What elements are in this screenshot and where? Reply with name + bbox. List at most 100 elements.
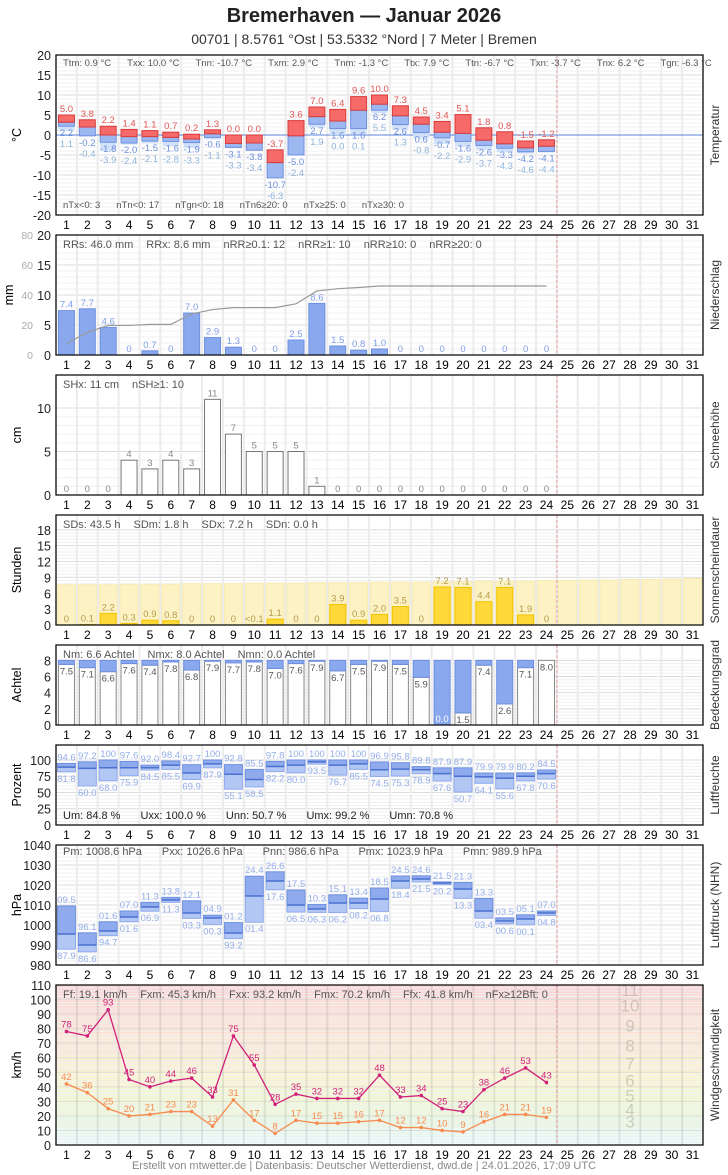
mean-label: 36 [82,1081,93,1092]
min-label: 82.2 [266,774,285,785]
lower-range-bar [453,775,473,793]
day-label: 14 [331,968,345,982]
mean-label: 21 [520,1102,531,1113]
precip-label: 0 [398,344,403,355]
max-label: 24.5 [391,865,410,876]
y-axis-title: km/h [10,1051,24,1078]
day-label: 5 [147,968,154,982]
ground-min-bar [121,143,138,145]
cloud-label: 7.9 [373,663,386,674]
day-label: 8 [209,728,216,742]
y2-tick-label: 0 [27,350,33,362]
sunshine-label: 0 [544,614,549,625]
day-label: 25 [561,1148,575,1162]
panel-side-label: Temperatur [708,105,722,166]
day-label: 9 [230,728,237,742]
stat-value: Ttn: -6.7 °C [465,58,515,69]
sunshine-label: 0.9 [352,609,365,620]
upper-range-bar [390,762,410,770]
sunshine-bar [433,586,451,626]
stat-value: nTgn<0: 18 [175,200,224,211]
tmax-bar [141,130,159,138]
day-label: 20 [456,628,470,642]
panel-frame [55,984,704,1146]
sunshine-bar [329,603,347,626]
max-label: 24.6 [412,865,431,876]
tmax-bar [433,120,451,133]
day-label: 8 [209,628,216,642]
sunshine-label: 1.1 [269,608,282,619]
mean-point [377,1118,382,1123]
min-label: 85.5 [162,771,181,782]
day-label: 17 [394,828,408,842]
day-label: 22 [498,358,512,372]
sunshine-label: 3.5 [394,595,407,606]
tmax-label: 3.4 [436,110,449,121]
upper-range-bar [77,932,97,946]
max-label: 15.1 [329,884,348,895]
day-label: 6 [167,728,174,742]
snow-stats-stats_top: SHx: 11 cm nSH≥1: 10 [63,379,184,392]
precip-label: 0 [126,344,131,355]
day-label: 23 [519,828,533,842]
tmin-label: -0.2 [79,138,95,149]
day-label: 18 [415,358,429,372]
day-label: 19 [435,1148,449,1162]
panel-frame [55,744,704,826]
clear-sky-bar [475,659,493,666]
tgn-label: -2.8 [163,154,179,165]
day-label: 22 [498,498,512,512]
day-label: 7 [188,498,195,512]
day-label: 5 [147,828,154,842]
day-label: 1 [63,828,70,842]
lower-range-bar [286,764,306,774]
upper-range-bar [98,921,118,932]
y-axis-title: mm [2,285,16,306]
day-label: 1 [63,498,70,512]
tmax-bar [99,125,117,136]
min-label: 60.0 [78,788,97,799]
max-label: 87.9 [433,757,452,768]
snow-bar [141,468,159,496]
tmax-label: -1.2 [538,129,554,140]
snow-bar [224,433,242,496]
day-label: 24 [540,828,554,842]
cloud-stats-stats_top: Nm: 6.6 Achtel Nmx: 8.0 Achtel Nmn: 0.0 Ac… [63,649,315,662]
day-label: 2 [84,358,91,372]
tmax-bar [120,128,138,138]
day-label: 16 [373,498,387,512]
mean-point [335,1121,340,1125]
tmin-bar [183,138,201,144]
beaufort-label: 6 [625,1071,634,1090]
day-label: 30 [665,968,679,982]
mean-point [252,1118,257,1123]
cloud-label: 7.8 [248,664,261,675]
stat-value: Tnx: 6.2 °C [596,58,645,69]
y-tick-label: 10 [37,289,51,303]
tgn-label: 5.5 [373,123,386,134]
panel-frame [55,234,704,356]
day-label: 16 [373,628,387,642]
day-label: 31 [686,1148,700,1162]
lower-range-bar [244,895,264,923]
min-label: 00.6 [495,926,514,937]
day-label: 17 [394,968,408,982]
upper-range-bar [182,764,202,774]
gust-label: 32 [353,1086,364,1097]
day-label: 31 [686,968,700,982]
day-label: 20 [456,968,470,982]
snow-label: 5 [272,441,277,452]
day-label: 9 [230,498,237,512]
day-label: 17 [394,218,408,232]
stat-value: Nm: 6.6 Achtel [63,649,135,661]
max-label: 97.6 [120,751,139,762]
sunshine-label: 0 [419,614,424,625]
max-label: 92.8 [224,754,243,765]
lower-range-bar [370,898,389,912]
max-label: 89.8 [412,756,431,767]
gust-label: 48 [374,1063,385,1074]
day-label: 2 [84,828,91,842]
mean-point [64,1082,69,1086]
stat-value: Tnn: -10.7 °C [195,58,253,69]
day-label: 10 [248,358,262,372]
